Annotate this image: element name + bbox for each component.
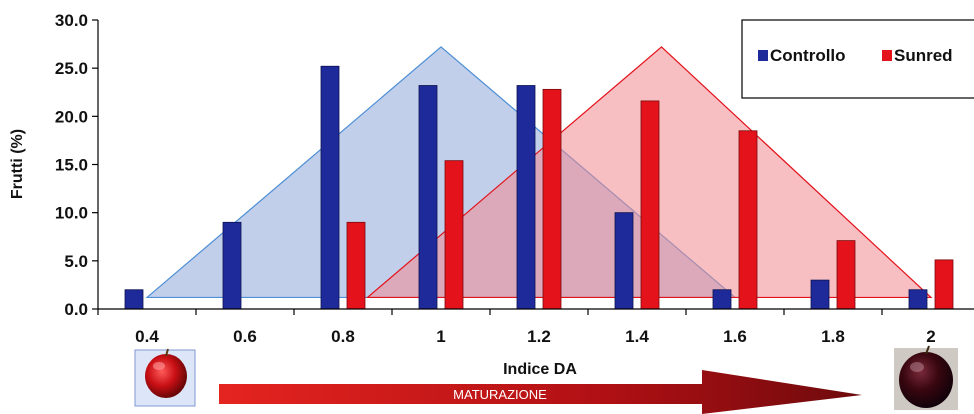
x-tick-label: 1.8: [821, 327, 845, 346]
ripe-apple-icon: [894, 345, 958, 410]
x-tick-label: 0.8: [331, 327, 355, 346]
bar-sunred-2: [934, 259, 954, 310]
y-tick-labels: 0.0 5.0 10.0 15.0 20.0 25.0 30.0: [55, 11, 88, 319]
maturazione-label: MATURAZIONE: [453, 387, 547, 402]
bar-controllo-0.6: [222, 221, 242, 310]
x-axis-title: Indice DA: [503, 361, 577, 378]
bar-sunred-1.4: [640, 100, 660, 310]
y-tick-label: 20.0: [55, 107, 88, 126]
legend-label-controllo: Controllo: [770, 46, 846, 65]
x-tick-label: 1.2: [527, 327, 551, 346]
x-tick-label: 0.4: [135, 327, 159, 346]
bar-controllo-0.8: [320, 65, 340, 310]
unripe-apple-icon: [134, 348, 196, 407]
x-tick-label: 2: [926, 327, 935, 346]
bar-controllo-1: [418, 85, 438, 310]
y-tick-label: 30.0: [55, 11, 88, 30]
legend-label-sunred: Sunred: [894, 46, 953, 65]
y-tick-label: 10.0: [55, 204, 88, 223]
x-tick-label: 1.4: [625, 327, 649, 346]
bar-sunred-0.8: [346, 221, 366, 310]
bar-sunred-1: [444, 160, 464, 310]
bar-sunred-1.2: [542, 88, 562, 310]
bars: [124, 65, 954, 310]
bar-controllo-1.6: [712, 289, 732, 310]
legend-swatch-sunred: [882, 50, 892, 61]
x-tick-label: 0.6: [233, 327, 257, 346]
legend-box: [741, 19, 974, 99]
axes: [92, 19, 974, 315]
y-tick-label: 0.0: [64, 300, 88, 319]
bar-controllo-1.8: [810, 279, 830, 310]
legend: Controllo Sunred: [741, 19, 974, 99]
x-tick-label: 1.6: [723, 327, 747, 346]
maturazione-arrow: MATURAZIONE: [219, 370, 862, 414]
legend-swatch-controllo: [758, 50, 768, 61]
bar-controllo-1.4: [614, 212, 634, 310]
y-tick-label: 5.0: [64, 252, 88, 271]
bar-sunred-1.8: [836, 240, 856, 310]
y-tick-label: 15.0: [55, 156, 88, 175]
bar-controllo-0.4: [124, 289, 144, 310]
y-tick-label: 25.0: [55, 59, 88, 78]
x-tick-labels: 0.4 0.6 0.8 1 1.2 1.4 1.6 1.8 2: [135, 327, 936, 346]
bar-sunred-1.6: [738, 130, 758, 310]
bar-controllo-2: [908, 289, 928, 310]
y-axis-title: Frutti (%): [9, 129, 26, 199]
x-tick-label: 1: [436, 327, 445, 346]
bar-controllo-1.2: [516, 85, 536, 310]
